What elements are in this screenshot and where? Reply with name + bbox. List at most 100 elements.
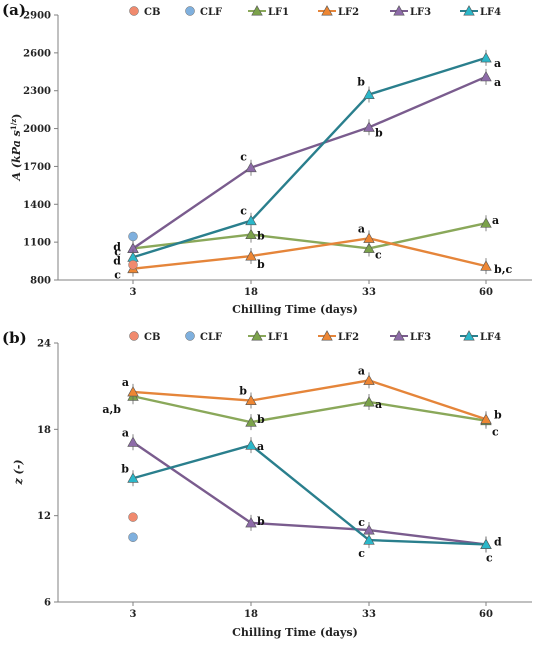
x-tick-label: 18 — [244, 609, 258, 620]
legend-item-lf1: LF1 — [248, 330, 289, 343]
data-point-clf — [128, 231, 138, 242]
legend-item-lf2: LF2 — [318, 330, 359, 343]
legend-label: LF4 — [480, 7, 501, 18]
legend-item-lf4: LF4 — [460, 330, 501, 343]
legend-label: CB — [144, 332, 160, 343]
data-point — [363, 534, 375, 545]
significance-label: b — [257, 230, 265, 243]
y-axis-title: A (kPa s1/z) — [9, 114, 23, 182]
y-tick-label: 6 — [44, 598, 51, 609]
legend-item-clf: CLF — [185, 6, 222, 18]
data-point — [127, 436, 139, 447]
data-point-cb — [128, 260, 138, 270]
legend-marker — [129, 6, 139, 16]
series-lf4: dc b a — [113, 49, 501, 267]
chart-panel-a: (a) 800 1100 1400 1700 2000 2300 2600 2900 3 18 33 6… — [2, 1, 532, 316]
panel-label: (a) — [2, 1, 26, 19]
x-tick-label: 60 — [479, 287, 493, 298]
y-tick-label: 12 — [37, 511, 51, 522]
y-tick-label: 2000 — [23, 124, 51, 135]
data-point — [245, 228, 257, 240]
series-lf3: a b c d — [122, 426, 502, 553]
significance-label: c — [486, 551, 493, 564]
y-axis-title-main: A (kPa s — [10, 130, 23, 181]
legend-marker — [185, 331, 195, 341]
data-point — [245, 394, 257, 406]
y-axis-title-main: z (-) — [12, 459, 25, 485]
legend-label: CLF — [200, 332, 222, 343]
significance-label: a,b — [102, 403, 121, 416]
significance-label: b — [257, 413, 265, 426]
legend-item-clf: CLF — [185, 331, 222, 343]
y-tick-label: 800 — [30, 276, 51, 287]
y-tick-label: 2300 — [23, 86, 51, 97]
series-line — [132, 441, 487, 546]
significance-label: b — [257, 258, 265, 271]
significance-label: a — [375, 398, 382, 411]
data-point — [480, 52, 492, 63]
significance-label: a — [358, 364, 365, 377]
significance-label: a — [122, 376, 129, 389]
legend-label: CLF — [200, 7, 222, 18]
data-point — [245, 250, 257, 261]
series-line — [132, 395, 487, 424]
legend-label: LF2 — [338, 332, 359, 343]
data-point — [245, 416, 257, 427]
series-line — [132, 379, 487, 421]
data-point — [363, 232, 375, 243]
y-tick-label: 24 — [37, 339, 51, 350]
legend-marker — [129, 331, 139, 341]
legend-item-cb: CB — [129, 331, 160, 343]
significance-label: b — [257, 515, 265, 528]
data-point — [480, 71, 492, 82]
series-lf1: a,b b a c — [102, 388, 499, 439]
significance-label: a — [494, 57, 501, 70]
significance-label: b — [357, 76, 365, 89]
data-point — [363, 121, 375, 132]
y-axis-title-sup: 1/z — [9, 119, 18, 130]
series-lf2: c b a b,c — [114, 222, 512, 281]
y-tick-label: 1100 — [23, 238, 51, 249]
significance-label: d — [113, 240, 121, 253]
significance-label: c — [114, 245, 121, 258]
significance-label: d — [113, 254, 121, 267]
legend-item-lf4: LF4 — [460, 5, 501, 18]
significance-label: a — [122, 426, 129, 439]
data-point-clf — [128, 532, 138, 542]
legend-marker — [185, 6, 195, 16]
data-point — [245, 439, 257, 450]
legend-marker — [463, 5, 475, 16]
data-point-cb — [128, 512, 138, 522]
legend-label: LF1 — [268, 7, 289, 18]
y-tick-label: 2900 — [23, 11, 51, 22]
x-tick-label: 33 — [362, 287, 376, 298]
series-line — [132, 237, 487, 270]
data-point — [363, 242, 375, 253]
legend-label: LF3 — [410, 332, 431, 343]
significance-label: b — [375, 126, 383, 139]
x-tick-label: 3 — [130, 287, 137, 298]
legend-label: LF4 — [480, 332, 501, 343]
significance-label: c — [492, 426, 499, 439]
series-line — [132, 222, 487, 250]
data-point — [127, 386, 139, 397]
significance-label: b — [239, 385, 247, 398]
legend-marker — [321, 5, 333, 16]
data-point — [245, 214, 257, 226]
x-tick-label: 3 — [130, 609, 137, 620]
significance-label: a — [492, 214, 499, 227]
significance-label: d — [494, 535, 502, 548]
y-tick-label: 1700 — [23, 162, 51, 173]
legend-label: LF2 — [338, 7, 359, 18]
significance-label: a — [494, 76, 501, 89]
legend-marker — [321, 330, 333, 341]
legend-label: LF3 — [410, 7, 431, 18]
y-tick-label: 18 — [37, 425, 51, 436]
panel-label: (b) — [2, 329, 27, 347]
y-tick-label: 1400 — [23, 200, 51, 211]
legend-label: CB — [144, 7, 160, 18]
x-axis-title: Chilling Time (days) — [232, 626, 358, 639]
significance-label: c — [114, 269, 121, 282]
legend-marker — [251, 330, 263, 341]
